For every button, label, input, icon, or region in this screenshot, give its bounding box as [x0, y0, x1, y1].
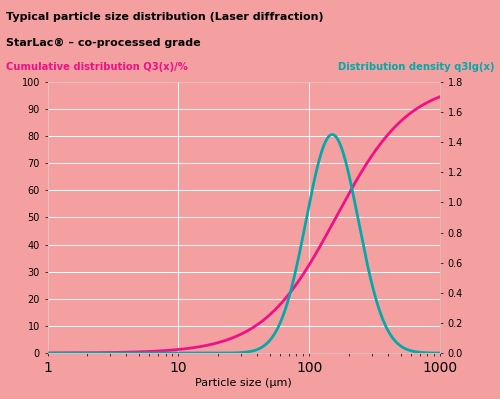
- Text: StarLac® – co-processed grade: StarLac® – co-processed grade: [6, 38, 200, 48]
- Text: Typical particle size distribution (Laser diffraction): Typical particle size distribution (Lase…: [6, 12, 324, 22]
- Text: Distribution density q3lg(x): Distribution density q3lg(x): [338, 62, 494, 73]
- Text: Cumulative distribution Q3(x)/%: Cumulative distribution Q3(x)/%: [6, 62, 188, 73]
- X-axis label: Particle size (μm): Particle size (μm): [196, 377, 292, 387]
